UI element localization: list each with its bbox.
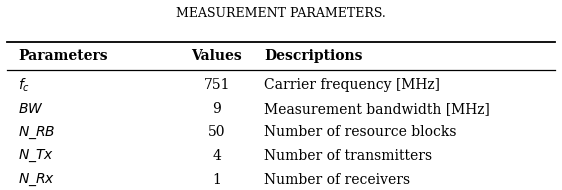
Text: $N\_Tx$: $N\_Tx$ [18,148,55,164]
Text: 751: 751 [203,78,230,92]
Text: $N\_RB$: $N\_RB$ [18,124,56,141]
Text: 4: 4 [212,149,221,163]
Text: Number of receivers: Number of receivers [264,173,410,187]
Text: Carrier frequency [MHz]: Carrier frequency [MHz] [264,78,440,92]
Text: MEASUREMENT PARAMETERS.: MEASUREMENT PARAMETERS. [176,7,386,20]
Text: Number of transmitters: Number of transmitters [264,149,432,163]
Text: $f_c$: $f_c$ [18,76,30,94]
Text: Number of resource blocks: Number of resource blocks [264,125,457,139]
Text: Values: Values [191,49,242,63]
Text: $N\_Rx$: $N\_Rx$ [18,172,56,188]
Text: 9: 9 [212,102,221,116]
Text: Measurement bandwidth [MHz]: Measurement bandwidth [MHz] [264,102,490,116]
Text: Parameters: Parameters [18,49,108,63]
Text: Descriptions: Descriptions [264,49,362,63]
Text: 1: 1 [212,173,221,187]
Text: $BW$: $BW$ [18,102,44,116]
Text: 50: 50 [208,125,225,139]
